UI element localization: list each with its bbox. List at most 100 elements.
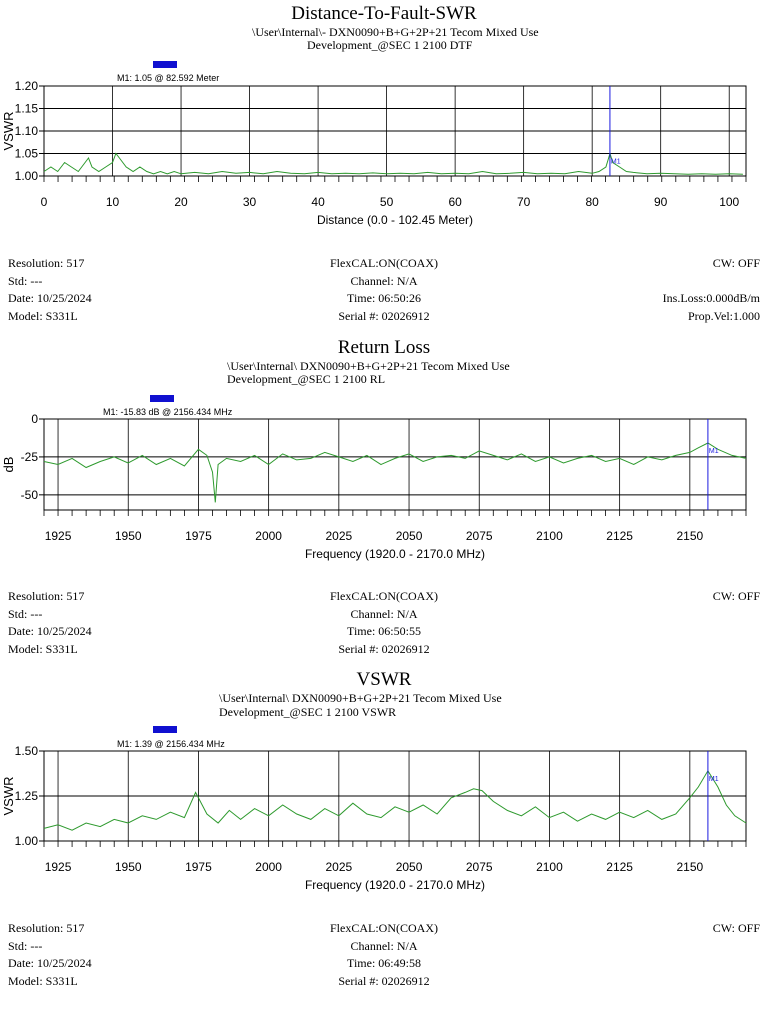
x-tick-label: 2000 — [255, 860, 282, 874]
y-tick-label: -25 — [21, 450, 39, 464]
info-center: FlexCAL:ON(COAX) Channel: N/A Time: 06:4… — [0, 920, 768, 990]
info-center: FlexCAL:ON(COAX) Channel: N/A Time: 06:5… — [0, 588, 768, 658]
y-tick-label: 1.10 — [15, 124, 39, 138]
dtf-panel: Distance-To-Fault-SWR \User\Internal\- D… — [0, 0, 768, 340]
marker-tag: M1 — [709, 448, 719, 455]
x-tick-label: 1975 — [185, 860, 212, 874]
info-right: CW: OFF — [713, 920, 760, 938]
x-tick-label: 90 — [654, 195, 668, 209]
x-tick-label: 2050 — [396, 529, 423, 543]
std-text: Std: --- — [8, 938, 43, 953]
x-tick-label: 2150 — [676, 860, 703, 874]
y-tick-label: 1.50 — [15, 744, 39, 758]
flexcal-text: FlexCAL:ON(COAX) — [330, 256, 438, 270]
marker-indicator[interactable] — [153, 726, 177, 733]
info-right: CW: OFF Ins.Loss:0.000dB/m Prop.Vel:1.00… — [663, 255, 760, 325]
cw-text: CW: OFF — [712, 256, 760, 270]
serial-text: Serial #: 02026912 — [338, 308, 430, 323]
info-right: CW: OFF — [713, 588, 760, 606]
x-tick-label: 2150 — [676, 529, 703, 543]
x-tick-label: 80 — [585, 195, 599, 209]
x-tick-label: 2100 — [536, 529, 563, 543]
x-tick-label: 1925 — [45, 529, 72, 543]
y-tick-label: -50 — [21, 488, 39, 502]
ins-loss-text: Ins.Loss:0.000dB/m — [662, 291, 760, 305]
y-tick-label: 1.05 — [15, 147, 39, 161]
resolution-text: Resolution: 517 — [8, 921, 85, 935]
y-axis-label: dB — [1, 457, 16, 473]
y-axis-label: VSWR — [1, 777, 16, 816]
time-text: Time: 06:50:26 — [347, 291, 421, 305]
location-line: Development_@SEC 1 2100 VSWR — [219, 705, 397, 719]
marker-label: M1: 1.05 @ 82.592 Meter — [117, 73, 220, 83]
info-left: Resolution: 517 Std: --- Date: 10/25/202… — [8, 588, 92, 658]
x-tick-label: 2125 — [606, 860, 633, 874]
x-tick-label: 50 — [380, 195, 394, 209]
time-text: Time: 06:49:58 — [347, 956, 421, 970]
x-tick-label: 2125 — [606, 529, 633, 543]
vswr-chart: 1925 1950 1975 2000 2025 2050 2075 2100 2125 2150… — [1, 744, 747, 892]
y-tick-label: 1.25 — [15, 789, 39, 803]
x-tick-label: 30 — [243, 195, 257, 209]
y-tick-label: 1.20 — [15, 79, 39, 93]
model-text: Model: S331L — [8, 641, 78, 656]
x-tick-label: 20 — [174, 195, 188, 209]
resolution-text: Resolution: 517 — [8, 589, 85, 603]
date-text: Date: 10/25/2024 — [8, 624, 92, 638]
marker-label: M1: -15.83 dB @ 2156.434 MHz — [103, 407, 233, 417]
chart-title: Distance-To-Fault-SWR — [291, 3, 477, 24]
date-text: Date: 10/25/2024 — [8, 291, 92, 305]
chart-title: Return Loss — [337, 337, 431, 358]
x-tick-label: 40 — [311, 195, 325, 209]
x-tick-label: 2075 — [466, 860, 493, 874]
marker-label: M1: 1.39 @ 2156.434 MHz — [117, 739, 225, 749]
flexcal-text: FlexCAL:ON(COAX) — [330, 921, 438, 935]
x-tick-label: 1950 — [115, 860, 142, 874]
vswr-panel: VSWR \User\Internal\ DXN0090+B+G+2P+21 T… — [0, 670, 768, 990]
x-tick-label: 60 — [448, 195, 462, 209]
x-tick-label: 0 — [41, 195, 48, 209]
channel-text: Channel: N/A — [350, 606, 418, 621]
marker-indicator[interactable] — [150, 395, 174, 402]
serial-text: Serial #: 02026912 — [338, 641, 430, 656]
x-tick-label: 2075 — [466, 529, 493, 543]
x-tick-label: 2025 — [325, 860, 352, 874]
x-tick-label: 2025 — [325, 529, 352, 543]
path-line: \User\Internal\- DXN0090+B+G+2P+21 Tecom… — [252, 25, 539, 39]
prop-vel-text: Prop.Vel:1.000 — [688, 308, 760, 323]
x-axis-label: Frequency (1920.0 - 2170.0 MHz) — [305, 547, 485, 561]
path-line: \User\Internal\ DXN0090+B+G+2P+21 Tecom … — [227, 359, 510, 373]
resolution-text: Resolution: 517 — [8, 256, 85, 270]
channel-text: Channel: N/A — [350, 273, 418, 288]
x-tick-label: 1975 — [185, 529, 212, 543]
model-text: Model: S331L — [8, 973, 78, 988]
marker-tag: M1 — [709, 776, 719, 783]
date-text: Date: 10/25/2024 — [8, 956, 92, 970]
x-tick-label: 2100 — [536, 860, 563, 874]
info-left: Resolution: 517 Std: --- Date: 10/25/202… — [8, 920, 92, 990]
series-line — [43, 151, 743, 175]
return-loss-panel: Return Loss \User\Internal\ DXN0090+B+G+… — [0, 337, 768, 658]
x-tick-label: 2000 — [255, 529, 282, 543]
channel-text: Channel: N/A — [350, 938, 418, 953]
std-text: Std: --- — [8, 273, 43, 288]
x-tick-label: 10 — [106, 195, 120, 209]
location-line: Development_@SEC 1 2100 DTF — [307, 38, 473, 52]
time-text: Time: 06:50:55 — [347, 624, 421, 638]
y-tick-label: 1.00 — [15, 169, 39, 183]
flexcal-text: FlexCAL:ON(COAX) — [330, 589, 438, 603]
return-loss-chart: 1925 1950 1975 2000 2025 2050 2075 2100 2125 2150… — [1, 412, 747, 561]
x-tick-label: 70 — [517, 195, 531, 209]
y-tick-label: 1.15 — [15, 102, 39, 116]
x-tick-label: 100 — [719, 195, 739, 209]
dtf-chart: 0 10 20 30 40 50 60 70 80 90 100 1.00 1.05 1.10 1.15 1.… — [1, 79, 747, 227]
location-line: Development_@SEC 1 2100 RL — [227, 372, 386, 386]
std-text: Std: --- — [8, 606, 43, 621]
y-axis-label: VSWR — [1, 112, 16, 151]
marker-indicator[interactable] — [153, 61, 177, 68]
x-tick-label: 1925 — [45, 860, 72, 874]
cw-text: CW: OFF — [712, 589, 760, 603]
x-axis-label: Distance (0.0 - 102.45 Meter) — [317, 213, 473, 227]
info-left: Resolution: 517 Std: --- Date: 10/25/202… — [8, 255, 92, 325]
x-tick-label: 1950 — [115, 529, 142, 543]
